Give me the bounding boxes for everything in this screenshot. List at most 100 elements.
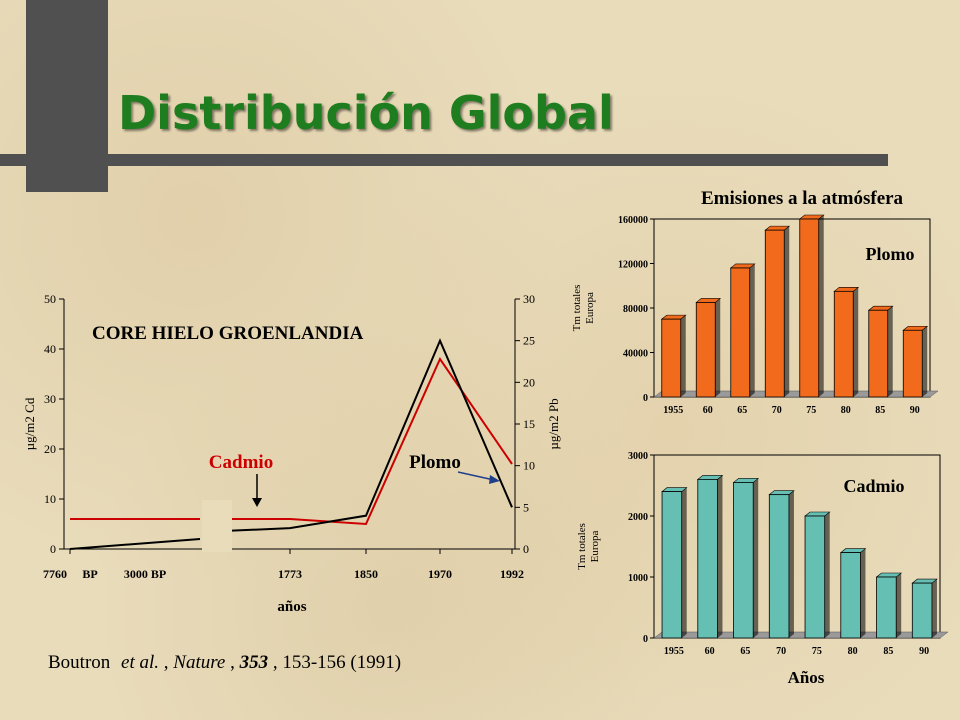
lead-emissions-chart: 0 40000 80000 120000 160000 1955 60 65 70 75 80 85 9… [571, 214, 939, 416]
x-tick-label: 3000 BP [124, 567, 166, 581]
bar [840, 552, 861, 639]
plomo-arrow [457, 471, 500, 484]
chart-label: Plomo [866, 244, 915, 264]
bar-side [715, 298, 721, 397]
x-tick-label: 70 [772, 405, 782, 416]
bar [764, 229, 785, 398]
y-axis-label: Tm totalesEuropa [571, 285, 596, 332]
left-y-tick-label: 20 [44, 442, 56, 456]
bar [730, 267, 751, 398]
x-tick-label: 65 [737, 405, 747, 416]
bar-side [753, 478, 759, 638]
bar-side [896, 573, 902, 638]
bar [695, 302, 716, 398]
y-tick-label: 160000 [618, 215, 648, 226]
citation-volume: 353 [239, 652, 269, 673]
left-y-tick-label: 50 [44, 292, 56, 306]
ice-core-chart: CORE HIELO GROENLANDIA 0 10 20 30 40 50 0 5 10 15… [22, 292, 561, 615]
left-y-tick-label: 0 [50, 542, 56, 556]
series-line-plomo-pre [69, 538, 201, 550]
right-y-tick-label: 25 [523, 334, 535, 348]
bar [868, 309, 889, 398]
left-y-tick-label: 40 [44, 342, 56, 356]
bottom-xlabel: Años [788, 668, 825, 687]
bar [768, 494, 790, 639]
ice-core-title: CORE HIELO GROENLANDIA [92, 323, 364, 344]
citation-pages-year: , 153-156 (1991) [273, 652, 401, 673]
bar-side [824, 512, 830, 638]
citation-sep2: , [230, 652, 240, 673]
y-axis-label-line2: Europa [589, 531, 601, 563]
x-tick-label: BP [82, 567, 97, 581]
x-tick-label: 80 [841, 405, 851, 416]
y-tick-label: 40000 [623, 349, 648, 360]
left-axis-label: µg/m2 Cd [22, 397, 37, 450]
bar-side [681, 487, 687, 638]
citation-authors: Boutron [48, 652, 111, 673]
bar-side [788, 490, 794, 638]
bar-side [931, 579, 937, 638]
y-tick-label: 0 [643, 393, 648, 404]
bar [697, 478, 718, 639]
x-tick-label: 80 [848, 646, 858, 657]
right-y-tick-label: 20 [523, 375, 535, 389]
right-y-tick-label: 30 [523, 292, 535, 306]
bar-side [818, 215, 824, 397]
x-tick-label: 60 [705, 646, 715, 657]
y-axis-label: Tm totalesEuropa [576, 523, 601, 570]
right-y-tick-label: 0 [523, 542, 529, 556]
y-tick-label: 120000 [618, 260, 648, 271]
citation: Boutron et al. , Nature , 353 , 153-156 … [48, 652, 401, 673]
right-axis-label: µg/m2 Pb [546, 398, 561, 449]
bar [911, 582, 933, 639]
cadmium-emissions-chart: 0 1000 2000 3000 1955 60 65 70 75 80 85 90 Cadmio Tm … [576, 451, 949, 657]
bar-side [749, 263, 755, 397]
bar-side [717, 475, 723, 638]
x-tick-label: 1970 [428, 567, 452, 581]
bar [833, 290, 854, 398]
bar [876, 576, 897, 639]
cadmio-annotation: Cadmio [209, 452, 273, 473]
x-tick-label: 75 [812, 646, 822, 657]
x-tick-label: 75 [806, 405, 816, 416]
bar-side [887, 306, 893, 397]
bar [661, 491, 683, 639]
emissions-heading: Emisiones a la atmósfera [701, 188, 904, 209]
axis-break [202, 500, 232, 552]
bar-side [680, 315, 686, 397]
y-axis-label-line2: Europa [584, 292, 596, 324]
decorative-bar [0, 154, 888, 166]
left-y-tick-label: 10 [44, 492, 56, 506]
y-tick-label: 2000 [628, 512, 648, 523]
y-tick-label: 0 [643, 634, 648, 645]
x-tick-label: 1773 [278, 567, 302, 581]
y-tick-label: 1000 [628, 573, 648, 584]
y-tick-label: 3000 [628, 451, 648, 462]
series-line-plomo-post [231, 338, 513, 532]
x-tick-label: 70 [776, 646, 786, 657]
ice-core-xlabel: años [277, 599, 306, 615]
cadmio-arrow [252, 474, 262, 507]
bar [804, 515, 826, 639]
x-tick-label: 7760 [43, 567, 67, 581]
citation-journal: Nature [172, 652, 225, 673]
bar [661, 318, 682, 398]
x-tick-label: 1955 [663, 405, 683, 416]
bar [733, 482, 754, 639]
citation-etal: et al. [121, 652, 159, 673]
ice-core-series [69, 338, 513, 550]
slide-title: Distribución Global [118, 86, 614, 140]
bar [799, 218, 820, 398]
y-axis-label-line1: Tm totales [571, 285, 583, 332]
left-y-tick-label: 30 [44, 392, 56, 406]
plomo-annotation: Plomo [409, 452, 461, 473]
y-axis-label-line1: Tm totales [576, 523, 588, 570]
x-tick-label: 1850 [354, 567, 378, 581]
ice-core-axes: 0 10 20 30 40 50 0 5 10 15 20 25 30 7760 BP 3000 BP 1773… [43, 292, 535, 581]
chart-label: Cadmio [843, 476, 904, 496]
bar-side [853, 287, 859, 397]
right-y-tick-label: 5 [523, 500, 529, 514]
x-tick-label: 85 [883, 646, 893, 657]
